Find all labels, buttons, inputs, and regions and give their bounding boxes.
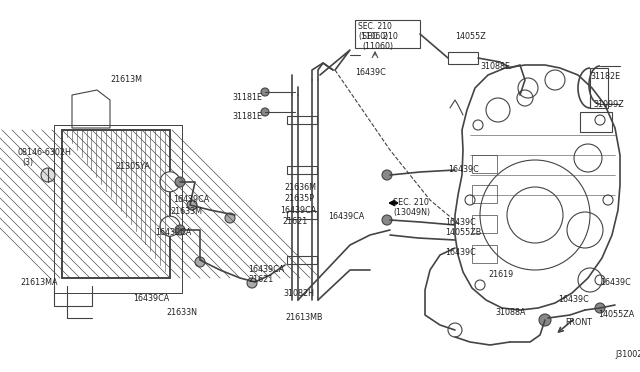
Text: 16439CA: 16439CA [133, 294, 169, 303]
Text: 16439CA: 16439CA [328, 212, 364, 221]
Text: 21619: 21619 [488, 270, 513, 279]
Text: 31088E: 31088E [480, 62, 510, 71]
Text: FRONT: FRONT [565, 318, 592, 327]
Text: (11060): (11060) [362, 42, 393, 51]
Text: 16439C: 16439C [600, 278, 631, 287]
Bar [54, 125, 182, 293]
Text: 31182E: 31182E [590, 72, 620, 81]
Text: 16439C: 16439C [355, 68, 386, 77]
Text: 21613M: 21613M [110, 75, 142, 84]
Text: 21613MA: 21613MA [20, 278, 58, 287]
Text: 14055ZB: 14055ZB [445, 228, 481, 237]
Bar [287, 256, 317, 264]
Text: 21621: 21621 [248, 275, 273, 284]
Text: 14055ZA: 14055ZA [598, 310, 634, 319]
Text: 16439C: 16439C [445, 248, 476, 257]
Text: (11060): (11060) [358, 32, 388, 41]
Text: 31181E: 31181E [232, 93, 262, 102]
Text: 08146-6302H: 08146-6302H [18, 148, 72, 157]
Bar [287, 116, 317, 124]
Text: 16439CA: 16439CA [280, 206, 316, 215]
Bar [590, 68, 608, 108]
Text: 16439CA: 16439CA [248, 265, 284, 274]
Text: 16439CA: 16439CA [155, 228, 191, 237]
Circle shape [225, 213, 235, 223]
Bar [448, 52, 478, 64]
Bar [62, 130, 170, 278]
Circle shape [382, 170, 392, 180]
Bar [472, 215, 497, 233]
Text: 31082H: 31082H [283, 289, 314, 298]
Text: 16439CA: 16439CA [173, 195, 209, 204]
Text: 21633N: 21633N [166, 308, 197, 317]
Circle shape [187, 200, 197, 210]
Text: 14055Z: 14055Z [455, 32, 486, 41]
Bar [355, 20, 420, 48]
Text: 21621: 21621 [282, 217, 307, 226]
Text: J3100240: J3100240 [615, 350, 640, 359]
Text: 31099Z: 31099Z [593, 100, 624, 109]
Bar [287, 211, 317, 219]
Bar [54, 125, 182, 293]
Bar [472, 155, 497, 173]
Text: 16439C: 16439C [448, 165, 479, 174]
Bar [472, 245, 497, 263]
Text: SEC. 210: SEC. 210 [362, 32, 398, 41]
Bar [62, 130, 170, 278]
Text: (3): (3) [22, 158, 33, 167]
Text: SEC. 210: SEC. 210 [393, 198, 429, 207]
Circle shape [247, 278, 257, 288]
Bar [580, 112, 612, 132]
Circle shape [41, 168, 55, 182]
Text: 31181E: 31181E [232, 112, 262, 121]
Text: 21636M: 21636M [284, 183, 316, 192]
Text: 16439C: 16439C [558, 295, 589, 304]
Circle shape [160, 172, 180, 192]
Bar [287, 166, 317, 174]
Text: 21633M: 21633M [170, 207, 202, 216]
Circle shape [195, 257, 205, 267]
Circle shape [175, 225, 185, 235]
Circle shape [382, 215, 392, 225]
Bar [472, 185, 497, 203]
Circle shape [175, 177, 185, 187]
Circle shape [261, 88, 269, 96]
Circle shape [261, 108, 269, 116]
Text: SEC. 210: SEC. 210 [358, 22, 392, 31]
Text: (13049N): (13049N) [393, 208, 430, 217]
Text: 21613MB: 21613MB [285, 313, 323, 322]
Circle shape [595, 303, 605, 313]
Text: 21305YA: 21305YA [115, 162, 150, 171]
Text: 16439C: 16439C [445, 218, 476, 227]
Circle shape [160, 216, 180, 236]
Text: 31088A: 31088A [495, 308, 525, 317]
Text: 21635P: 21635P [284, 194, 314, 203]
Circle shape [539, 314, 551, 326]
